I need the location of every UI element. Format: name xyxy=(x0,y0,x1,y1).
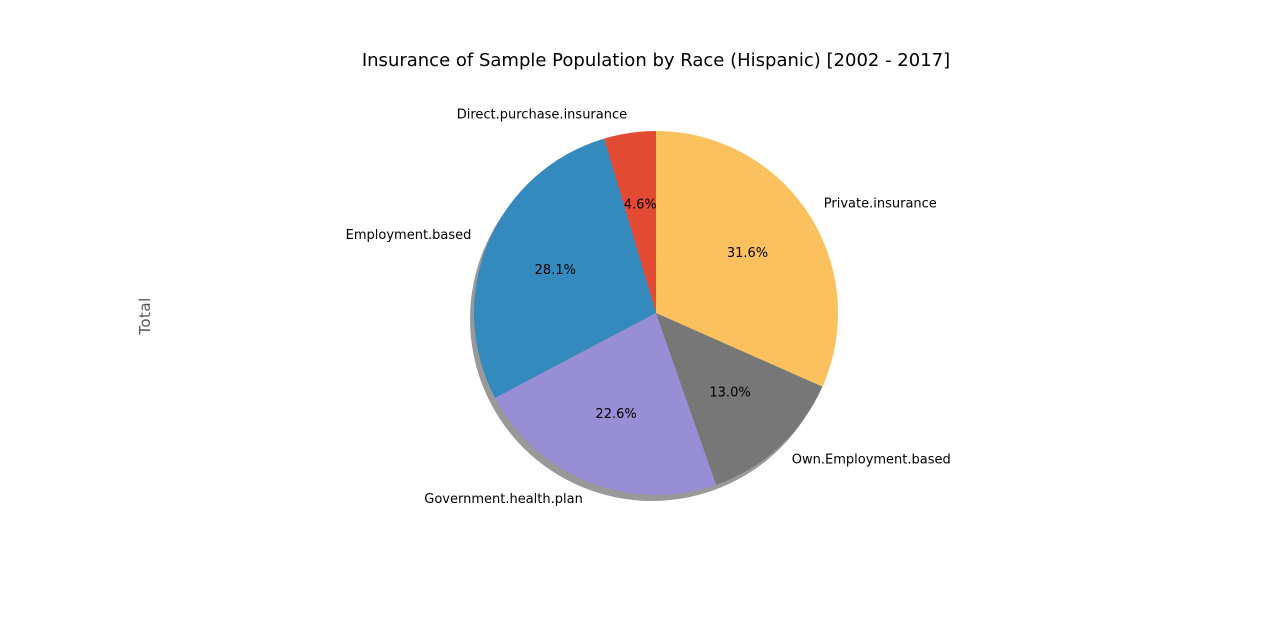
pie-labels: Direct.purchase.insurance 4.6% Employment.… xyxy=(346,107,951,506)
pie-slice-government-health-plan xyxy=(495,313,717,495)
pie-slice-direct-purchase-insurance xyxy=(604,131,656,313)
slice-label-own-employment-based: Own.Employment.based xyxy=(792,453,951,468)
slice-label-direct-purchase-insurance: Direct.purchase.insurance xyxy=(457,107,627,122)
slice-percent-private-insurance: 31.6% xyxy=(727,246,768,261)
y-axis-label: Total xyxy=(136,297,154,336)
pie-slices xyxy=(474,131,838,495)
slice-percent-direct-purchase-insurance: 4.6% xyxy=(624,197,657,212)
pie-slice-own-employment-based xyxy=(656,313,823,485)
chart-title: Insurance of Sample Population by Race (… xyxy=(362,50,950,71)
slice-label-government-health-plan: Government.health.plan xyxy=(424,492,583,507)
pie-slice-employment-based xyxy=(474,138,656,398)
pie-slice-private-insurance xyxy=(656,131,838,387)
slice-label-employment-based: Employment.based xyxy=(346,228,472,243)
slice-percent-government-health-plan: 22.6% xyxy=(595,407,636,422)
slice-percent-employment-based: 28.1% xyxy=(535,263,576,278)
slice-percent-own-employment-based: 13.0% xyxy=(709,386,750,401)
slice-label-private-insurance: Private.insurance xyxy=(824,196,937,211)
